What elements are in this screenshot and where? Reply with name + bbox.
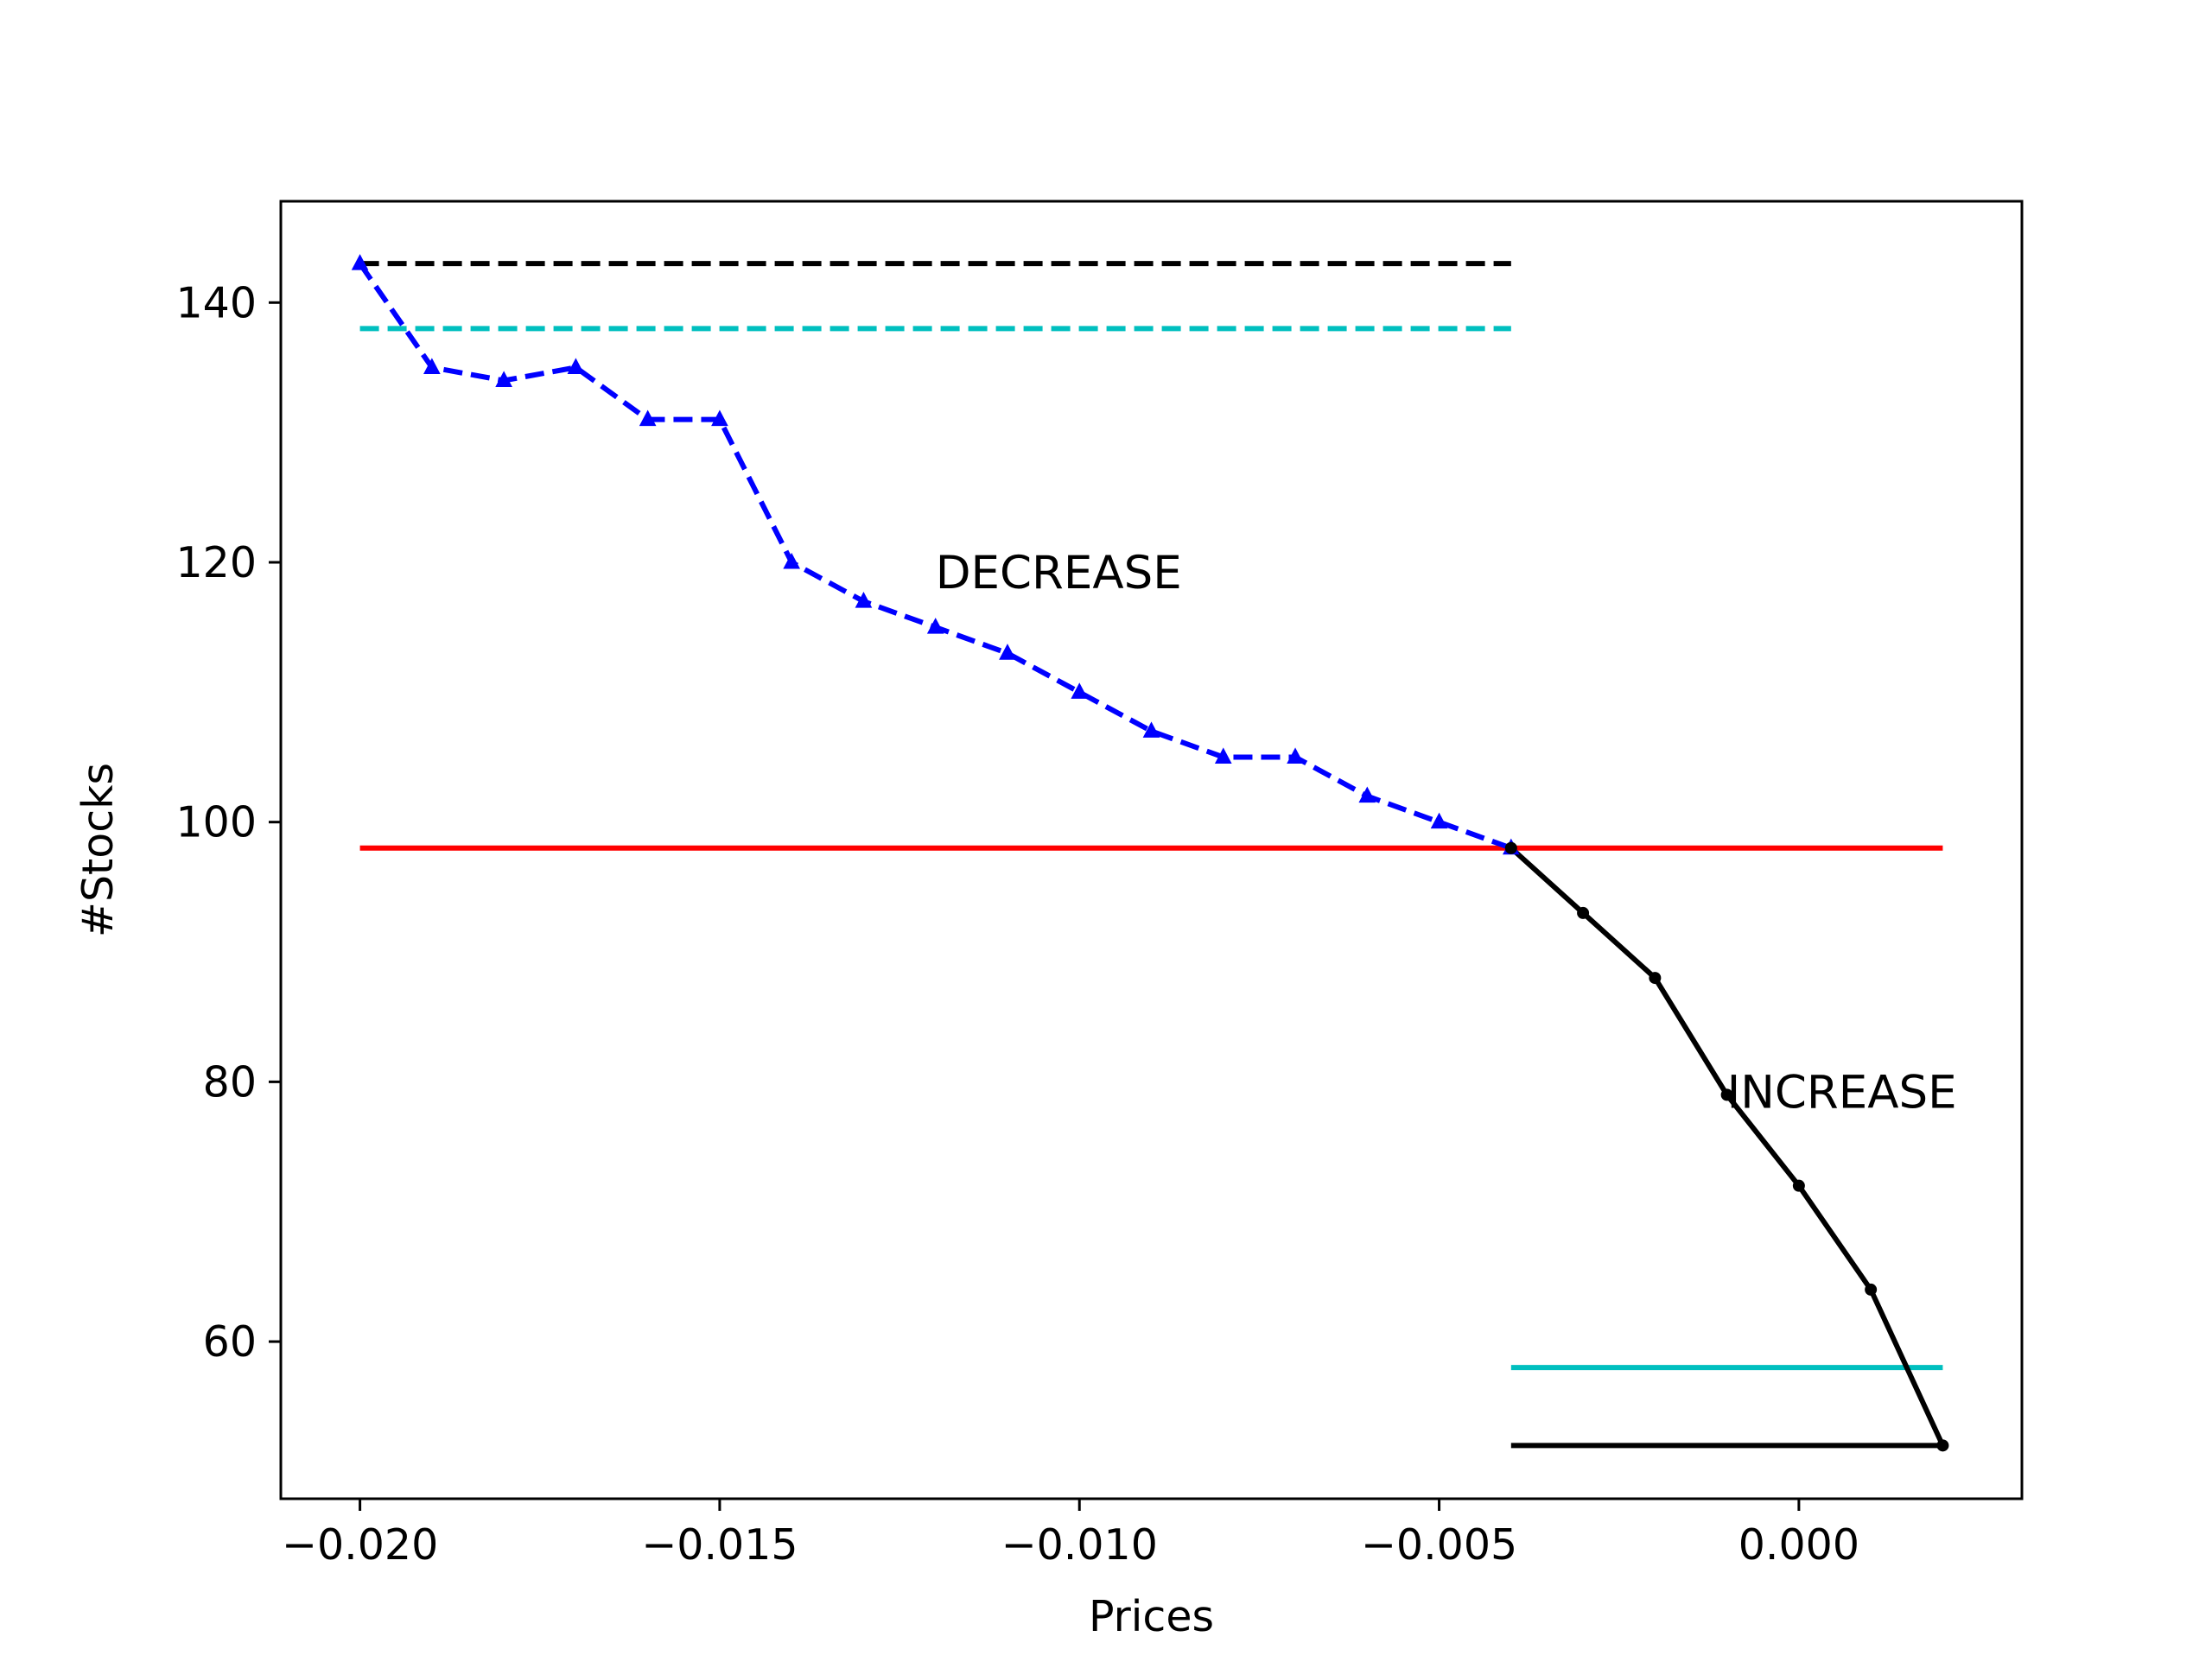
series-0-point-6	[783, 552, 801, 569]
series-0-point-1	[423, 358, 441, 374]
series-0-point-15	[1430, 812, 1448, 829]
y-axis-label: #Stocks	[73, 763, 123, 937]
series-0-point-2	[495, 371, 512, 387]
plot-frame	[279, 200, 2024, 1500]
x-tick-label-1: −0.015	[641, 1520, 798, 1570]
y-tick-label-0: 60	[203, 1317, 257, 1367]
annotation-decrease: DECREASE	[936, 547, 1182, 599]
series-0-point-9	[999, 644, 1016, 660]
series-0-point-13	[1287, 747, 1304, 764]
annotations-layer: DECREASE INCREASE	[936, 547, 1957, 1119]
reference-lines	[359, 261, 1943, 1449]
y-tick-label-3: 120	[175, 538, 257, 587]
series-1-point-3	[1720, 1088, 1733, 1101]
series-0-point-10	[1071, 682, 1089, 699]
series-1-point-1	[1577, 906, 1590, 919]
x-tick-label-2: −0.010	[1001, 1520, 1158, 1570]
series-1-point-0	[1504, 841, 1517, 854]
series-0-point-7	[855, 592, 873, 608]
markers-layer	[351, 254, 1949, 1452]
series-0-point-0	[351, 254, 369, 270]
series-0-point-14	[1358, 786, 1376, 803]
series-1-point-4	[1792, 1179, 1805, 1192]
series-0-point-4	[639, 409, 657, 427]
y-tick-label-1: 80	[203, 1057, 257, 1107]
y-tick-label-2: 100	[175, 798, 257, 847]
series-1-point-2	[1649, 972, 1662, 985]
x-tick-label-3: −0.005	[1361, 1520, 1517, 1570]
y-axis: 60 80 100 120 140	[175, 278, 281, 1367]
x-axis-label: Prices	[1089, 1592, 1214, 1641]
series-0-point-8	[926, 618, 944, 634]
series-1-point-5	[1865, 1283, 1878, 1296]
x-axis: −0.020 −0.015 −0.010 −0.005 0.000	[282, 1499, 1859, 1570]
annotation-increase: INCREASE	[1727, 1066, 1957, 1119]
series-0-point-3	[567, 358, 585, 374]
series-0-point-5	[711, 409, 728, 427]
series-0-point-12	[1214, 747, 1232, 764]
x-tick-label-0: −0.020	[282, 1520, 438, 1570]
series-0-point-11	[1142, 721, 1160, 738]
series-1-point-6	[1936, 1439, 1949, 1452]
x-tick-label-4: 0.000	[1738, 1520, 1859, 1570]
y-tick-label-4: 140	[175, 278, 257, 327]
